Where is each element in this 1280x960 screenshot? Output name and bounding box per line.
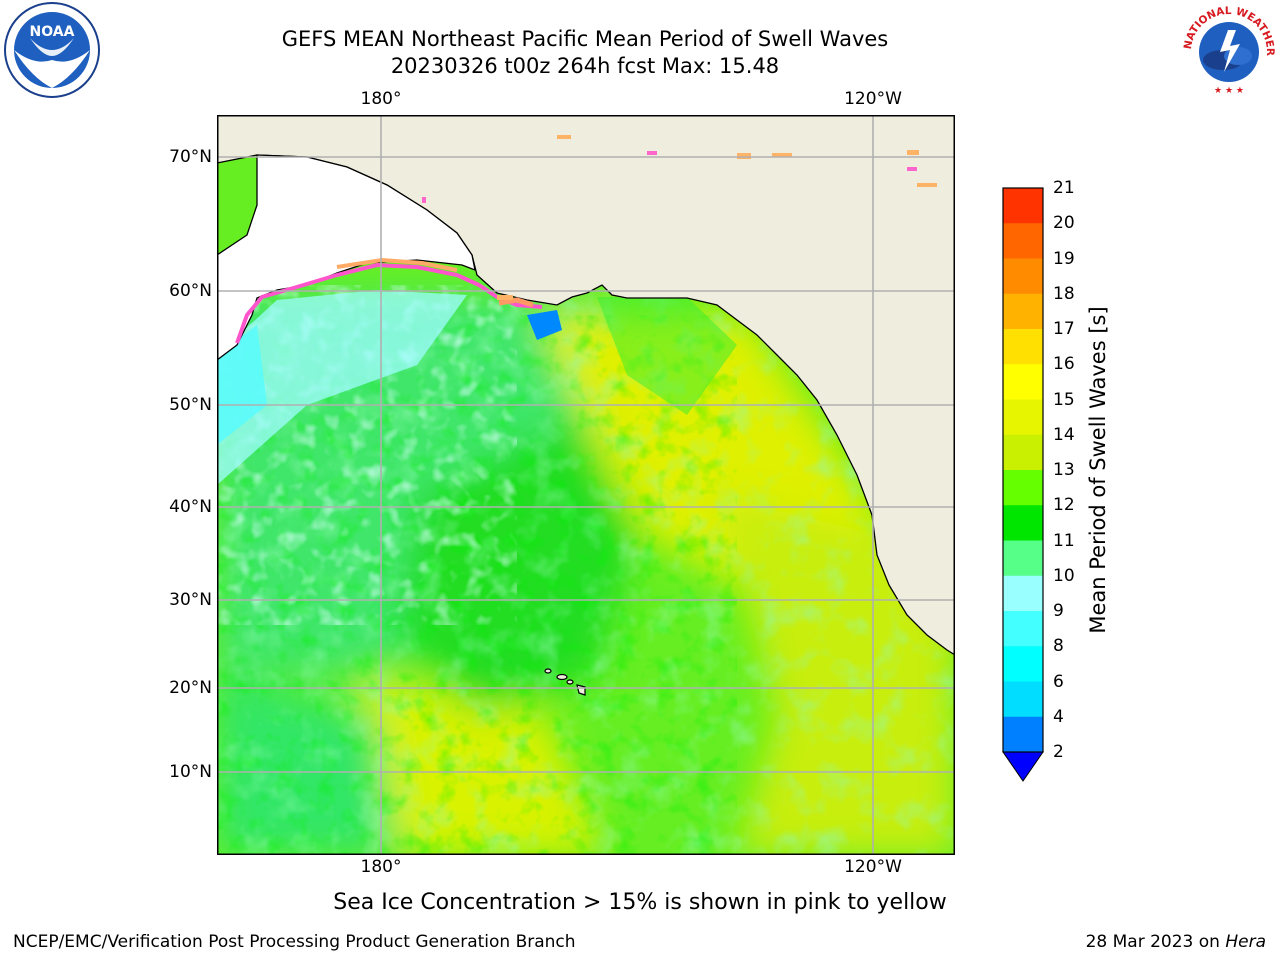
- colorbar-segment: [1003, 258, 1043, 295]
- colorbar-tick-label: 18: [1053, 283, 1075, 304]
- colorbar-tick-label: 20: [1053, 213, 1075, 234]
- colorbar-segment: [1003, 329, 1043, 365]
- chart-subtitle: 20230326 t00z 264h fcst Max: 15.48: [390, 54, 780, 78]
- colorbar-tick-label: 6: [1053, 671, 1064, 692]
- credit-text: NCEP/EMC/Verification Post Processing Pr…: [13, 932, 576, 952]
- colorbar-tick-label: 11: [1053, 530, 1075, 551]
- nws-logo: NATIONAL WEATHER SERVICE ★ ★ ★: [1178, 0, 1276, 99]
- chart-title: GEFS MEAN Northeast Pacific Mean Period …: [281, 27, 889, 51]
- colorbar-tick-label: 21: [1053, 178, 1075, 198]
- lon-label-bottom-180: 180°: [360, 857, 402, 877]
- colorbar-segment: [1003, 646, 1043, 682]
- colorbar-segment: [1003, 470, 1043, 506]
- colorbar-tick-label: 15: [1053, 389, 1075, 410]
- colorbar-segment: [1003, 505, 1043, 541]
- colorbar-segment: [1003, 364, 1043, 400]
- noaa-logo: NOAA: [4, 2, 100, 98]
- lon-label-top-180: 180°: [360, 89, 402, 109]
- colorbar-segment: [1003, 681, 1043, 718]
- colorbar-segment: [1003, 399, 1043, 436]
- colorbar-segment: [1003, 575, 1043, 612]
- graticule: [217, 115, 955, 855]
- date-text: 28 Mar 2023 on: [1085, 932, 1220, 952]
- run-date: 28 Mar 2023 on Hera: [1086, 932, 1266, 952]
- lat-label-30n: 30°N: [169, 590, 212, 610]
- colorbar-segment: [1003, 434, 1043, 471]
- colorbar-tick-label: 14: [1053, 424, 1075, 445]
- colorbar-segment: [1003, 223, 1043, 259]
- colorbar-label: Mean Period of Swell Waves [s]: [1086, 306, 1110, 634]
- colorbar-segment: [1003, 716, 1043, 753]
- lon-label-top-120w: 120°W: [844, 89, 902, 109]
- colorbar-segment: [1003, 188, 1043, 224]
- colorbar-tick-label: 2: [1053, 742, 1064, 762]
- colorbar-tick-label: 4: [1053, 706, 1064, 727]
- lon-label-bottom-120w: 120°W: [844, 857, 902, 877]
- colorbar-tick-label: 9: [1053, 601, 1064, 621]
- lat-label-50n: 50°N: [169, 395, 212, 415]
- colorbar-tick-label: 19: [1053, 248, 1075, 269]
- colorbar-tick-label: 8: [1053, 636, 1064, 657]
- colorbar: [1002, 187, 1044, 782]
- colorbar-segment: [1003, 293, 1043, 330]
- lat-label-10n: 10°N: [169, 762, 212, 782]
- colorbar-segment: [1003, 611, 1043, 647]
- colorbar-segment: [1003, 540, 1043, 577]
- colorbar-tick-label: 10: [1053, 565, 1075, 586]
- svg-text:★ ★ ★: ★ ★ ★: [1214, 86, 1244, 96]
- lat-label-70n: 70°N: [169, 147, 212, 167]
- host-name: Hera: [1225, 932, 1266, 952]
- svg-text:NOAA: NOAA: [30, 24, 75, 40]
- sea-ice-note: Sea Ice Concentration > 15% is shown in …: [333, 890, 947, 915]
- colorbar-tick-label: 16: [1053, 354, 1075, 375]
- swell-period-map: [217, 115, 955, 855]
- colorbar-tick-label: 13: [1053, 460, 1075, 480]
- colorbar-tick-label: 17: [1053, 319, 1075, 339]
- lat-label-40n: 40°N: [169, 497, 212, 517]
- lat-label-60n: 60°N: [169, 281, 212, 301]
- lat-label-20n: 20°N: [169, 678, 212, 698]
- colorbar-tick-label: 12: [1053, 495, 1075, 516]
